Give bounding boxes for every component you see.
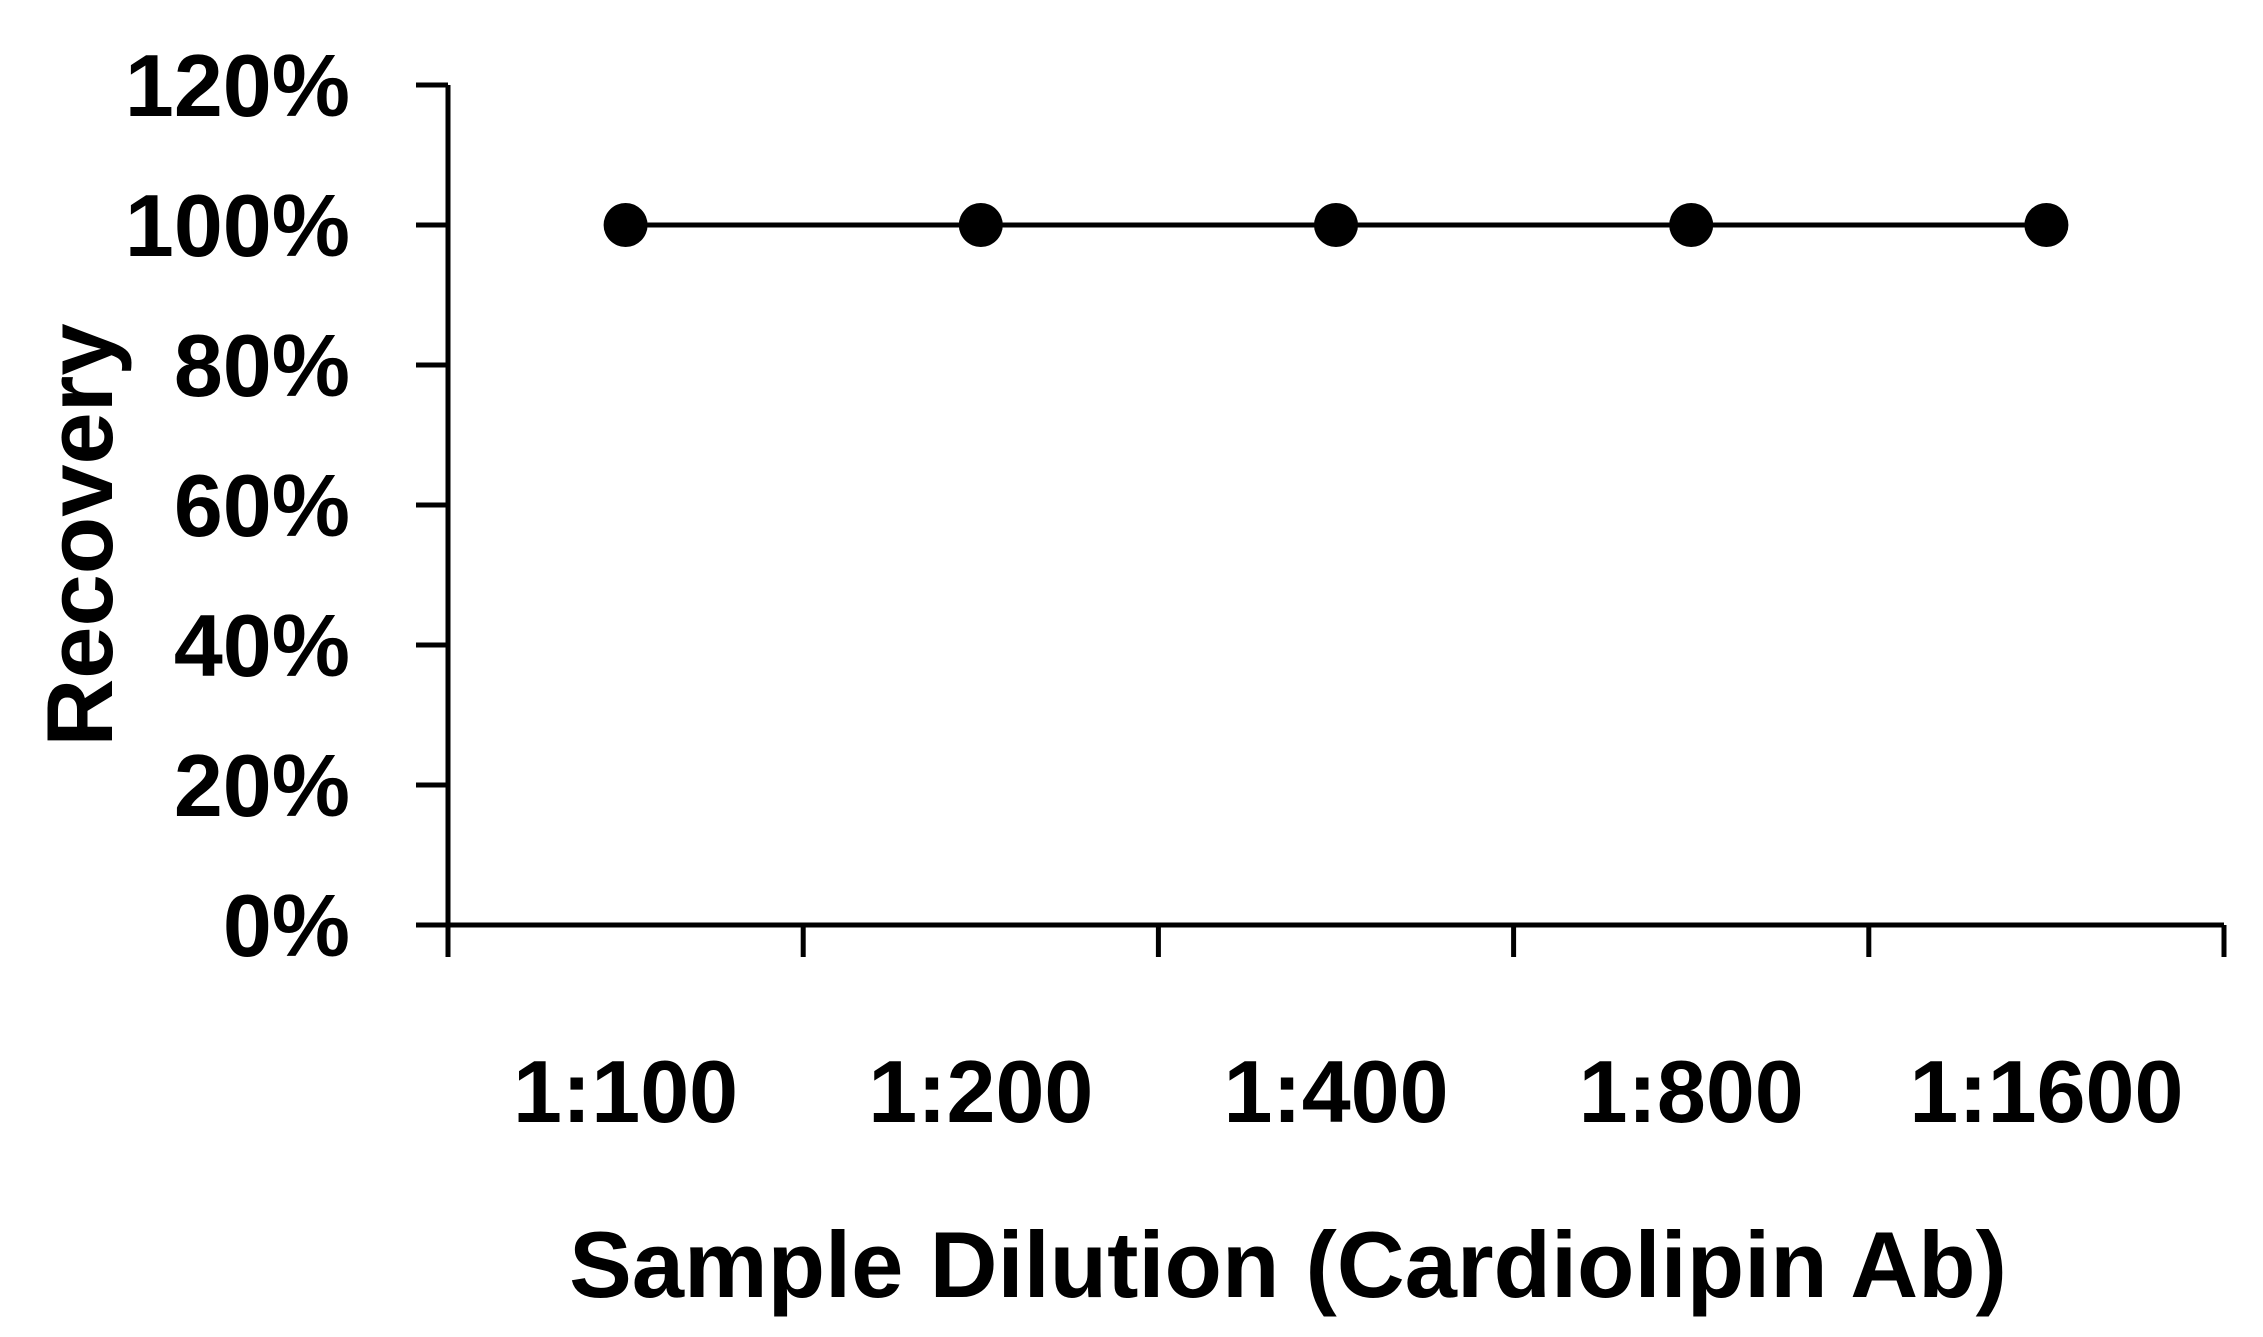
y-tick-label: 80% [174,316,350,415]
data-point [958,203,1003,247]
y-tick-label: 60% [174,456,350,555]
y-axis-title: Recovery [27,323,132,746]
data-point [1669,203,1714,247]
x-tick-label: 1:100 [513,1042,738,1141]
y-axis: 0% 20% 40% 60% 80% 100% 120% [125,36,451,975]
data-point [1314,203,1358,247]
x-tick-label: 1:1600 [1909,1042,2183,1141]
x-axis: 1:100 1:200 1:400 1:800 1:1600 [445,922,2227,1141]
y-tick-label: 0% [223,876,350,975]
x-axis-title: Sample Dilution (Cardiolipin Ab) [569,1212,2007,1317]
series-group [603,203,2069,247]
data-point [2024,203,2069,247]
x-tick-label: 1:200 [868,1042,1093,1141]
y-tick-label: 20% [174,736,350,835]
y-tick-label: 120% [125,36,350,135]
data-point [603,203,648,247]
y-tick-label: 100% [125,176,350,275]
x-tick-label: 1:800 [1579,1042,1804,1141]
x-tick-label: 1:400 [1223,1042,1448,1141]
y-tick-label: 40% [174,596,350,695]
